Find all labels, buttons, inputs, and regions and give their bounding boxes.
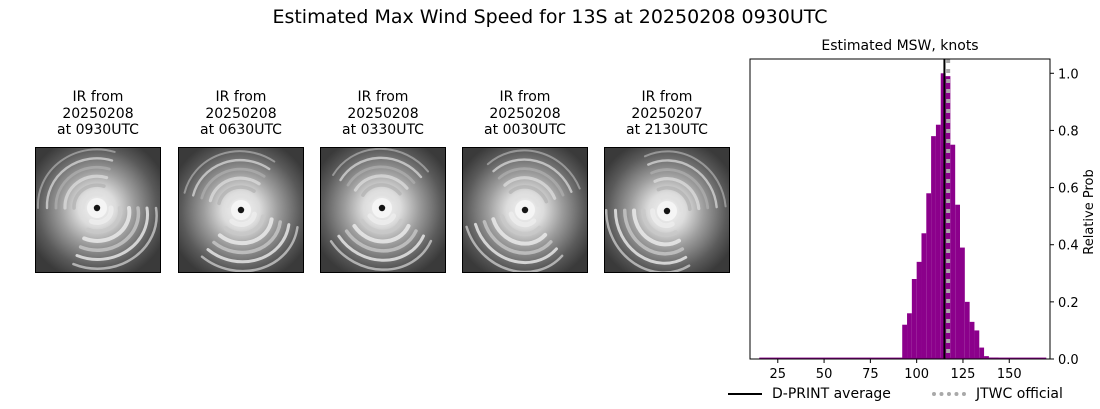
- ir-title-line: 20250208: [205, 105, 277, 122]
- ir-title-line: 20250208: [347, 105, 419, 122]
- histogram-bar: [964, 301, 970, 359]
- ir-satellite-image: [320, 147, 446, 273]
- legend-jtwc-line: [932, 392, 966, 396]
- ir-title-line: IR from: [357, 89, 409, 105]
- ir-title-line: at 2130UTC: [626, 122, 708, 138]
- histogram-bar: [902, 324, 908, 359]
- ir-title-line: at 0330UTC: [342, 122, 424, 138]
- histogram-bar: [935, 124, 941, 359]
- histogram-bar: [950, 144, 956, 359]
- y-axis-label: Relative Prob: [1082, 169, 1097, 254]
- ir-title-line: IR from: [499, 89, 551, 105]
- histogram-bar: [940, 73, 946, 360]
- ir-panel-title: IR from 20250208 at 0030UTC: [462, 89, 588, 141]
- histogram-bar: [993, 357, 999, 359]
- histogram-bar: [911, 279, 917, 359]
- ir-title-line: at 0030UTC: [484, 122, 566, 138]
- legend-dprint-line: [728, 393, 762, 395]
- ir-satellite-image: [462, 147, 588, 273]
- ir-satellite-image: [178, 147, 304, 273]
- ir-title-line: IR from: [215, 89, 267, 105]
- ir-satellite-image: [35, 147, 161, 273]
- x-tick-label: 50: [816, 367, 833, 382]
- histogram-bar: [945, 76, 951, 360]
- x-tick-label: 125: [951, 367, 976, 382]
- chart-title: Estimated MSW, knots: [821, 38, 978, 54]
- y-tick-label: 0.4: [1058, 239, 1079, 254]
- legend-dprint: D-PRINT average: [728, 386, 891, 402]
- legend-jtwc: JTWC official: [932, 386, 1063, 402]
- legend-jtwc-label: JTWC official: [976, 386, 1063, 402]
- ir-title-line: 20250207: [631, 105, 703, 122]
- histogram-bar: [926, 193, 932, 359]
- ir-panel-2: IR from 20250208 at 0630UTC: [178, 89, 304, 273]
- ir-title-line: at 0930UTC: [57, 122, 139, 138]
- ir-title-line: IR from: [72, 89, 124, 105]
- y-tick-label: 1.0: [1058, 67, 1079, 82]
- ir-satellite-image: [604, 147, 730, 273]
- ir-title-line: 20250208: [489, 105, 561, 122]
- x-tick-label: 75: [862, 367, 879, 382]
- histogram-bar: [969, 321, 975, 359]
- histogram-bar: [921, 233, 927, 359]
- histogram-bar: [907, 313, 912, 359]
- ir-panel-title: IR from 20250208 at 0930UTC: [35, 89, 161, 141]
- plot-frame: [749, 58, 1051, 360]
- figure-title: Estimated Max Wind Speed for 13S at 2025…: [272, 6, 828, 28]
- x-tick-label: 100: [904, 367, 929, 382]
- ir-title-line: at 0630UTC: [200, 122, 282, 138]
- histogram-bar: [960, 247, 965, 359]
- y-tick-label: 0.6: [1058, 182, 1079, 197]
- x-tick-label: 150: [997, 367, 1022, 382]
- histogram-bar: [988, 357, 994, 359]
- histogram-bar: [931, 136, 936, 359]
- legend-dprint-label: D-PRINT average: [772, 386, 891, 402]
- x-tick-label: 25: [770, 367, 787, 382]
- ir-panel-title: IR from 20250207 at 2130UTC: [604, 89, 730, 141]
- ir-panel-title: IR from 20250208 at 0330UTC: [320, 89, 446, 141]
- ir-title-line: 20250208: [62, 105, 134, 122]
- histogram-bar: [974, 330, 980, 359]
- ir-panel-5: IR from 20250207 at 2130UTC: [604, 89, 730, 273]
- ir-panel-3: IR from 20250208 at 0330UTC: [320, 89, 446, 273]
- ir-panel-1: IR from 20250208 at 0930UTC: [35, 89, 161, 273]
- histogram-bar: [984, 356, 989, 359]
- y-tick-label: 0.2: [1058, 296, 1079, 311]
- ir-panel-4: IR from 20250208 at 0030UTC: [462, 89, 588, 273]
- y-tick-label: 0.8: [1058, 124, 1079, 139]
- ir-title-line: IR from: [641, 89, 693, 105]
- ir-panel-title: IR from 20250208 at 0630UTC: [178, 89, 304, 141]
- histogram-bar: [916, 261, 922, 359]
- histogram-bar: [979, 347, 985, 359]
- histogram-bar: [955, 204, 960, 359]
- y-tick-label: 0.0: [1058, 353, 1079, 368]
